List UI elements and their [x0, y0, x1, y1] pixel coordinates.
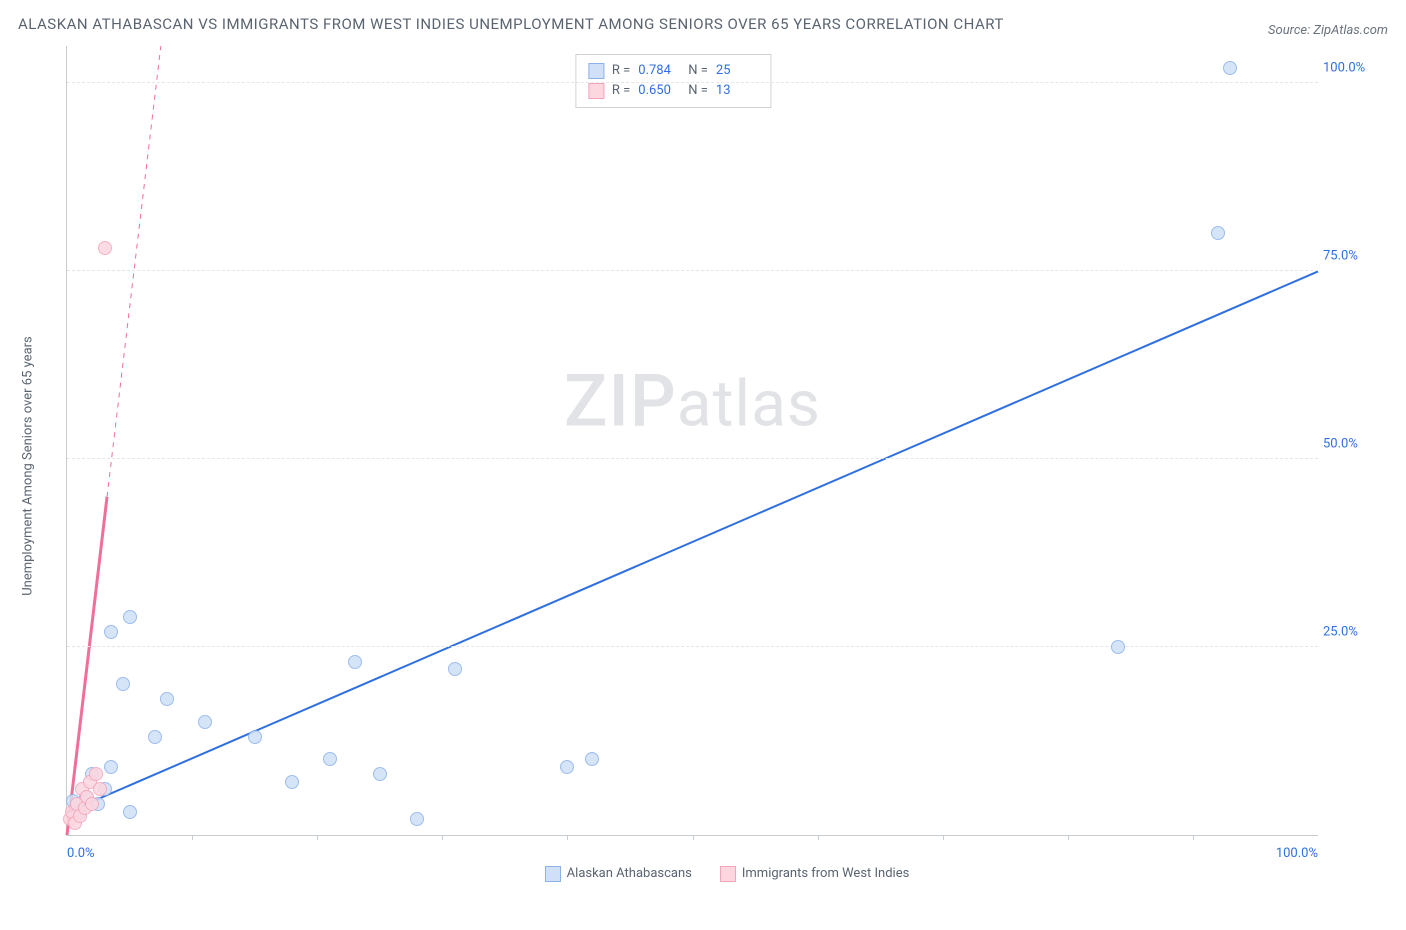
watermark-big: ZIP: [564, 358, 677, 443]
data-point: [98, 241, 112, 255]
stat-r-value: 0.650: [638, 83, 680, 98]
stat-r-label: R =: [612, 63, 630, 78]
x-tick-minor: [693, 835, 694, 840]
x-tick-minor: [442, 835, 443, 840]
data-point: [104, 625, 118, 639]
legend-label: Alaskan Athabascans: [567, 866, 692, 881]
y-tick-label: 50.0%: [1323, 436, 1378, 451]
stat-r-label: R =: [612, 83, 630, 98]
data-point: [348, 655, 362, 669]
stat-swatch: [588, 83, 604, 99]
data-point: [148, 730, 162, 744]
gridline-horizontal: [67, 270, 1318, 271]
legend: Alaskan Athabascans Immigrants from West …: [66, 866, 1388, 886]
x-tick-label: 100.0%: [1276, 846, 1318, 861]
data-point: [560, 760, 574, 774]
data-point: [1111, 640, 1125, 654]
stat-n-value: 13: [716, 83, 758, 98]
y-tick-label: 100.0%: [1323, 61, 1378, 76]
stat-r-value: 0.784: [638, 63, 680, 78]
stat-n-value: 25: [716, 63, 758, 78]
x-tick-minor: [317, 835, 318, 840]
correlation-stat-box: R = 0.784 N = 25 R = 0.650 N = 13: [575, 54, 771, 108]
x-tick-minor: [567, 835, 568, 840]
chart-header: ALASKAN ATHABASCAN VS IMMIGRANTS FROM WE…: [18, 12, 1388, 38]
legend-swatch: [720, 866, 736, 882]
x-tick-minor: [943, 835, 944, 840]
data-point: [410, 812, 424, 826]
stat-n-label: N =: [688, 83, 708, 98]
stat-swatch: [588, 63, 604, 79]
data-point: [160, 692, 174, 706]
data-point: [248, 730, 262, 744]
data-point: [123, 805, 137, 819]
trend-lines-layer: [67, 46, 1318, 835]
x-tick-minor: [818, 835, 819, 840]
stat-row: R = 0.650 N = 13: [588, 81, 758, 101]
plot-area: ZIPatlas R =0.784N =25R =0.650N =13 25.0…: [66, 46, 1318, 836]
watermark: ZIPatlas: [564, 358, 821, 443]
legend-label: Immigrants from West Indies: [742, 866, 909, 881]
x-tick-minor: [192, 835, 193, 840]
chart-container: Unemployment Among Seniors over 65 years…: [18, 46, 1388, 886]
data-point: [373, 767, 387, 781]
x-tick-minor: [1193, 835, 1194, 840]
x-tick-label: 0.0%: [67, 846, 95, 861]
legend-item: Alaskan Athabascans: [545, 866, 692, 882]
data-point: [285, 775, 299, 789]
x-tick-minor: [1068, 835, 1069, 840]
data-point: [85, 797, 99, 811]
stat-n-label: N =: [688, 63, 708, 78]
y-axis-label: Unemployment Among Seniors over 65 years: [21, 336, 36, 596]
data-point: [1211, 226, 1225, 240]
data-point: [323, 752, 337, 766]
data-point: [93, 782, 107, 796]
watermark-small: atlas: [677, 366, 821, 441]
gridline-horizontal: [67, 82, 1318, 83]
data-point: [123, 610, 137, 624]
data-point: [116, 677, 130, 691]
y-tick-label: 75.0%: [1323, 248, 1378, 263]
data-point: [89, 767, 103, 781]
gridline-horizontal: [67, 458, 1318, 459]
stat-row: R = 0.784 N = 25: [588, 61, 758, 81]
data-point: [1223, 61, 1237, 75]
legend-item: Immigrants from West Indies: [720, 866, 909, 882]
y-tick-label: 25.0%: [1323, 624, 1378, 639]
legend-swatch: [545, 866, 561, 882]
chart-title: ALASKAN ATHABASCAN VS IMMIGRANTS FROM WE…: [18, 12, 1004, 38]
data-point: [104, 760, 118, 774]
data-point: [448, 662, 462, 676]
data-point: [585, 752, 599, 766]
data-point: [198, 715, 212, 729]
gridline-horizontal: [67, 646, 1318, 647]
chart-source: Source: ZipAtlas.com: [1268, 23, 1388, 38]
